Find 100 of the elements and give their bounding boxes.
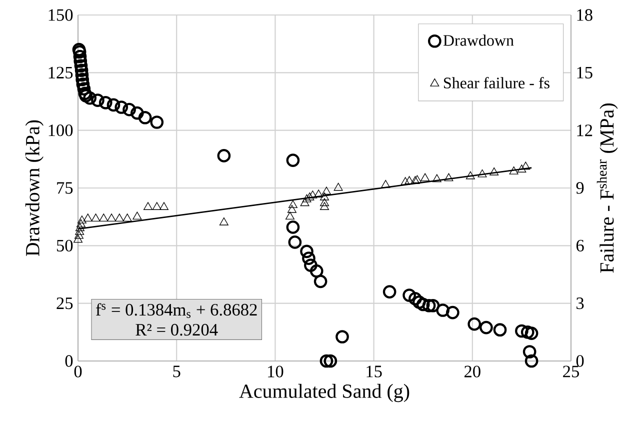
point — [300, 198, 310, 206]
point — [314, 190, 324, 198]
point — [334, 182, 343, 191]
point — [106, 98, 120, 112]
point — [73, 50, 87, 64]
point — [114, 100, 128, 114]
point — [217, 149, 231, 162]
x-tick-label: 0 — [74, 366, 82, 378]
point — [520, 325, 534, 339]
point — [150, 116, 164, 129]
point — [324, 354, 338, 368]
point — [286, 212, 294, 220]
point — [308, 190, 318, 198]
point — [320, 354, 334, 368]
point — [314, 274, 328, 288]
legend-label: Drawdown — [443, 34, 514, 46]
point — [436, 304, 450, 317]
x-tick-label: 10 — [268, 366, 284, 378]
point — [132, 212, 142, 220]
point — [515, 324, 528, 338]
y2-tick-label: 9 — [576, 182, 584, 194]
point — [219, 217, 228, 226]
point — [478, 169, 487, 178]
point — [75, 223, 84, 232]
point — [122, 102, 136, 116]
x-tick-label: 25 — [563, 366, 579, 378]
point — [402, 288, 416, 302]
point — [381, 180, 390, 188]
y2-tick-label: 15 — [577, 66, 592, 78]
point — [493, 323, 507, 337]
point — [446, 306, 460, 320]
y-axis-title: Drawdown (kPa) — [25, 120, 44, 256]
point — [432, 174, 442, 182]
point — [426, 298, 440, 312]
point — [320, 192, 329, 200]
y-tick-label: 50 — [56, 240, 73, 252]
y2-axis-title: Failure - F$^{shear}$ (MPa) — [596, 104, 618, 273]
annotation: f$^{s}$ = 0.1384m$_{s}$ + 6.8682 — [96, 303, 257, 318]
point — [91, 94, 104, 108]
point — [412, 175, 422, 184]
point — [524, 354, 538, 368]
y-tick-label: 25 — [56, 297, 73, 310]
point — [420, 173, 430, 182]
point — [304, 258, 318, 272]
point — [310, 264, 324, 278]
point — [91, 214, 100, 222]
x-axis-title: Acumulated Sand (g) — [239, 384, 410, 402]
y-tick-label: 100 — [48, 124, 73, 136]
point — [286, 220, 300, 234]
point — [509, 166, 518, 174]
point — [302, 252, 316, 266]
point — [522, 345, 536, 358]
point — [152, 202, 162, 210]
y2-tick-label: 12 — [577, 124, 592, 136]
point — [83, 214, 92, 222]
point — [288, 236, 302, 249]
x-tick-label: 15 — [366, 366, 382, 378]
x-tick-label: 5 — [173, 366, 180, 378]
point — [98, 96, 112, 110]
point — [107, 214, 116, 222]
point — [468, 317, 482, 331]
point — [336, 330, 349, 344]
point — [159, 202, 168, 210]
point — [320, 198, 329, 206]
point — [83, 91, 97, 105]
point — [138, 110, 152, 124]
point — [524, 326, 538, 340]
point — [466, 171, 475, 180]
point — [490, 167, 499, 176]
point — [114, 214, 124, 222]
point — [521, 162, 530, 170]
x-tick-label: 20 — [464, 366, 480, 378]
point — [144, 202, 152, 210]
point — [122, 214, 132, 222]
point — [76, 219, 86, 228]
point — [130, 106, 144, 120]
point — [422, 298, 436, 312]
y-tick-label: 125 — [48, 66, 73, 78]
point — [286, 154, 300, 167]
y2-tick-label: 18 — [577, 9, 592, 21]
point — [382, 285, 396, 298]
annotation: R² = 0.9204 — [136, 324, 218, 336]
point — [480, 320, 493, 334]
y-tick-label: 150 — [48, 9, 73, 21]
point — [302, 194, 312, 202]
point — [287, 204, 296, 213]
point — [288, 200, 298, 208]
y2-tick-label: 3 — [576, 297, 584, 310]
point — [517, 164, 526, 172]
point — [72, 42, 86, 56]
y-tick-label: 75 — [57, 182, 73, 194]
point — [320, 202, 329, 210]
point — [77, 216, 86, 224]
point — [404, 176, 414, 184]
point — [322, 186, 331, 195]
point — [444, 173, 454, 182]
point — [99, 214, 108, 222]
point — [408, 292, 422, 306]
y2-tick-label: 0 — [576, 355, 584, 367]
y-tick-label: 0 — [65, 355, 73, 367]
